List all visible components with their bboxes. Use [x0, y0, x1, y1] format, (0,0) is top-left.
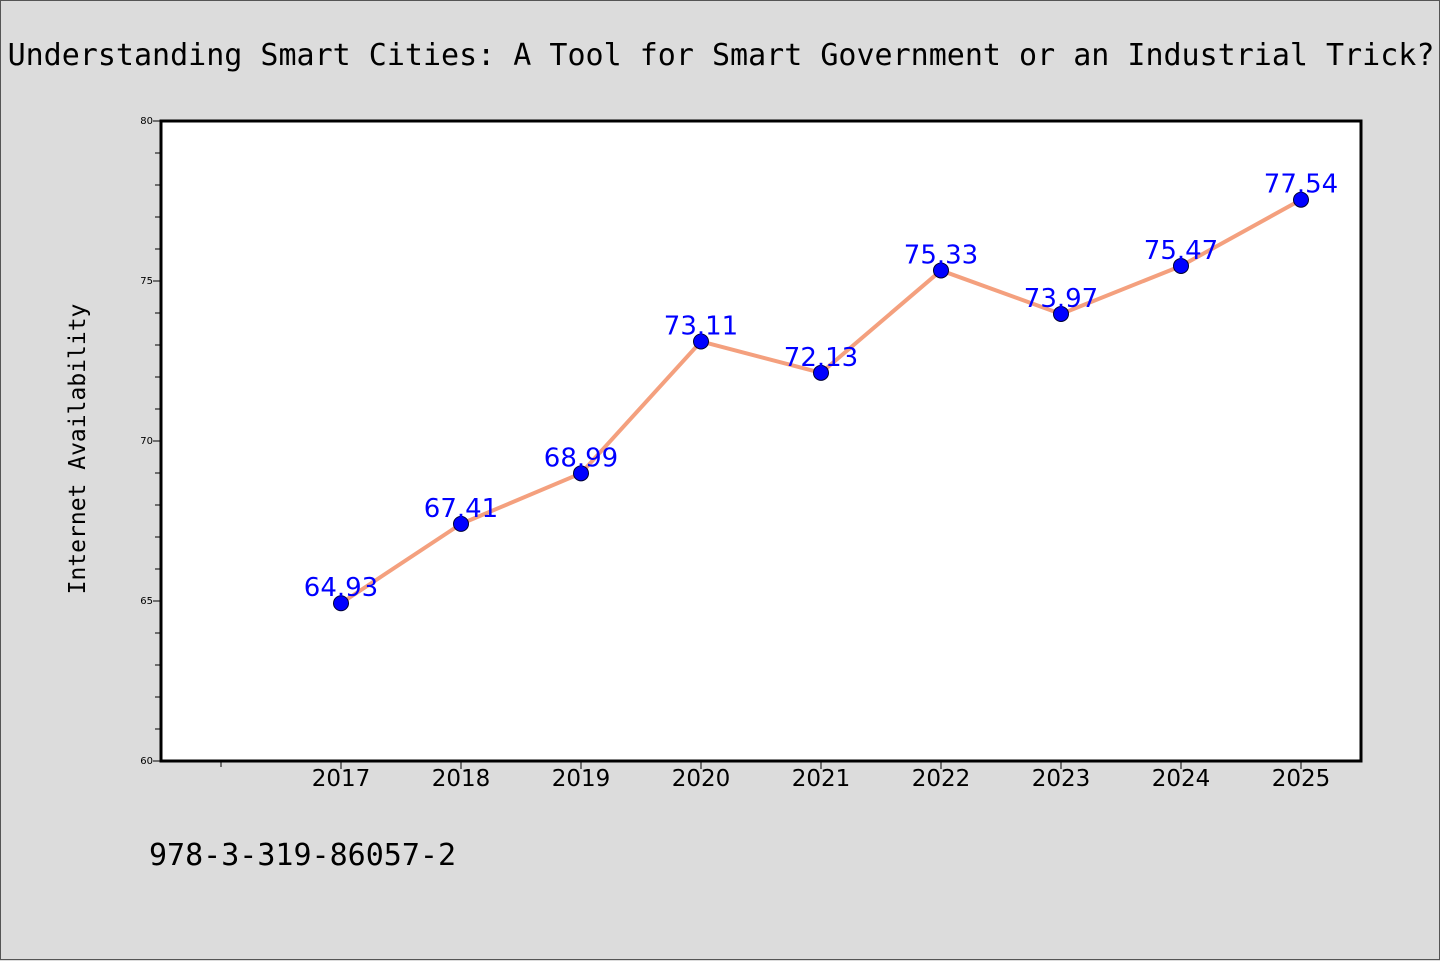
data-label: 67.41: [424, 494, 498, 524]
x-tick-label: 2019: [552, 766, 611, 792]
x-tick-label: 2018: [432, 766, 491, 792]
data-point: [813, 364, 829, 381]
data-point: [1173, 257, 1189, 274]
x-tick-label: 2025: [1272, 766, 1331, 792]
data-point: [1293, 191, 1309, 208]
x-tick-label: 2022: [912, 766, 971, 792]
data-label: 75.47: [1144, 236, 1218, 266]
data-label: 73.97: [1024, 284, 1098, 314]
data-point: [1053, 305, 1069, 322]
data-point: [573, 465, 589, 482]
plot-area: [161, 121, 1361, 761]
data-point: [693, 333, 709, 350]
data-point: [333, 595, 349, 612]
y-tick-label: 80: [140, 116, 153, 127]
y-tick-label: 60: [140, 756, 153, 767]
x-tick-label: 2021: [792, 766, 851, 792]
data-label: 68.99: [544, 443, 618, 473]
data-series: 64.93 67.41 68.99 73.11 72.13 75.33 73.97 75.47…: [304, 170, 1338, 612]
x-tick-label: 2023: [1032, 766, 1091, 792]
y-tick-label: 65: [140, 596, 153, 607]
data-label: 75.33: [904, 240, 978, 270]
y-axis: 60 65 70 75 80: [140, 116, 161, 767]
data-label: 64.93: [304, 573, 378, 603]
x-axis: 2017 2018 2019 2020 2021 2022 2023 2024 2025: [220, 761, 1331, 792]
data-point: [933, 262, 949, 279]
x-tick-label: 2020: [672, 766, 731, 792]
plot-frame: [159, 119, 1363, 763]
footnote-isbn: 978-3-319-86057-2: [149, 838, 456, 873]
data-label: 77.54: [1264, 170, 1338, 200]
data-label: 73.11: [664, 311, 738, 341]
x-tick-label: 2024: [1152, 766, 1211, 792]
chart-title: Understanding Smart Cities: A Tool for S…: [8, 38, 1435, 73]
y-tick-label: 75: [140, 276, 153, 287]
data-point: [453, 515, 469, 532]
y-tick-label: 70: [140, 436, 153, 447]
y-axis-label: Internet Availability: [65, 304, 91, 595]
x-tick-label: 2017: [312, 766, 371, 792]
data-label: 72.13: [784, 343, 858, 373]
